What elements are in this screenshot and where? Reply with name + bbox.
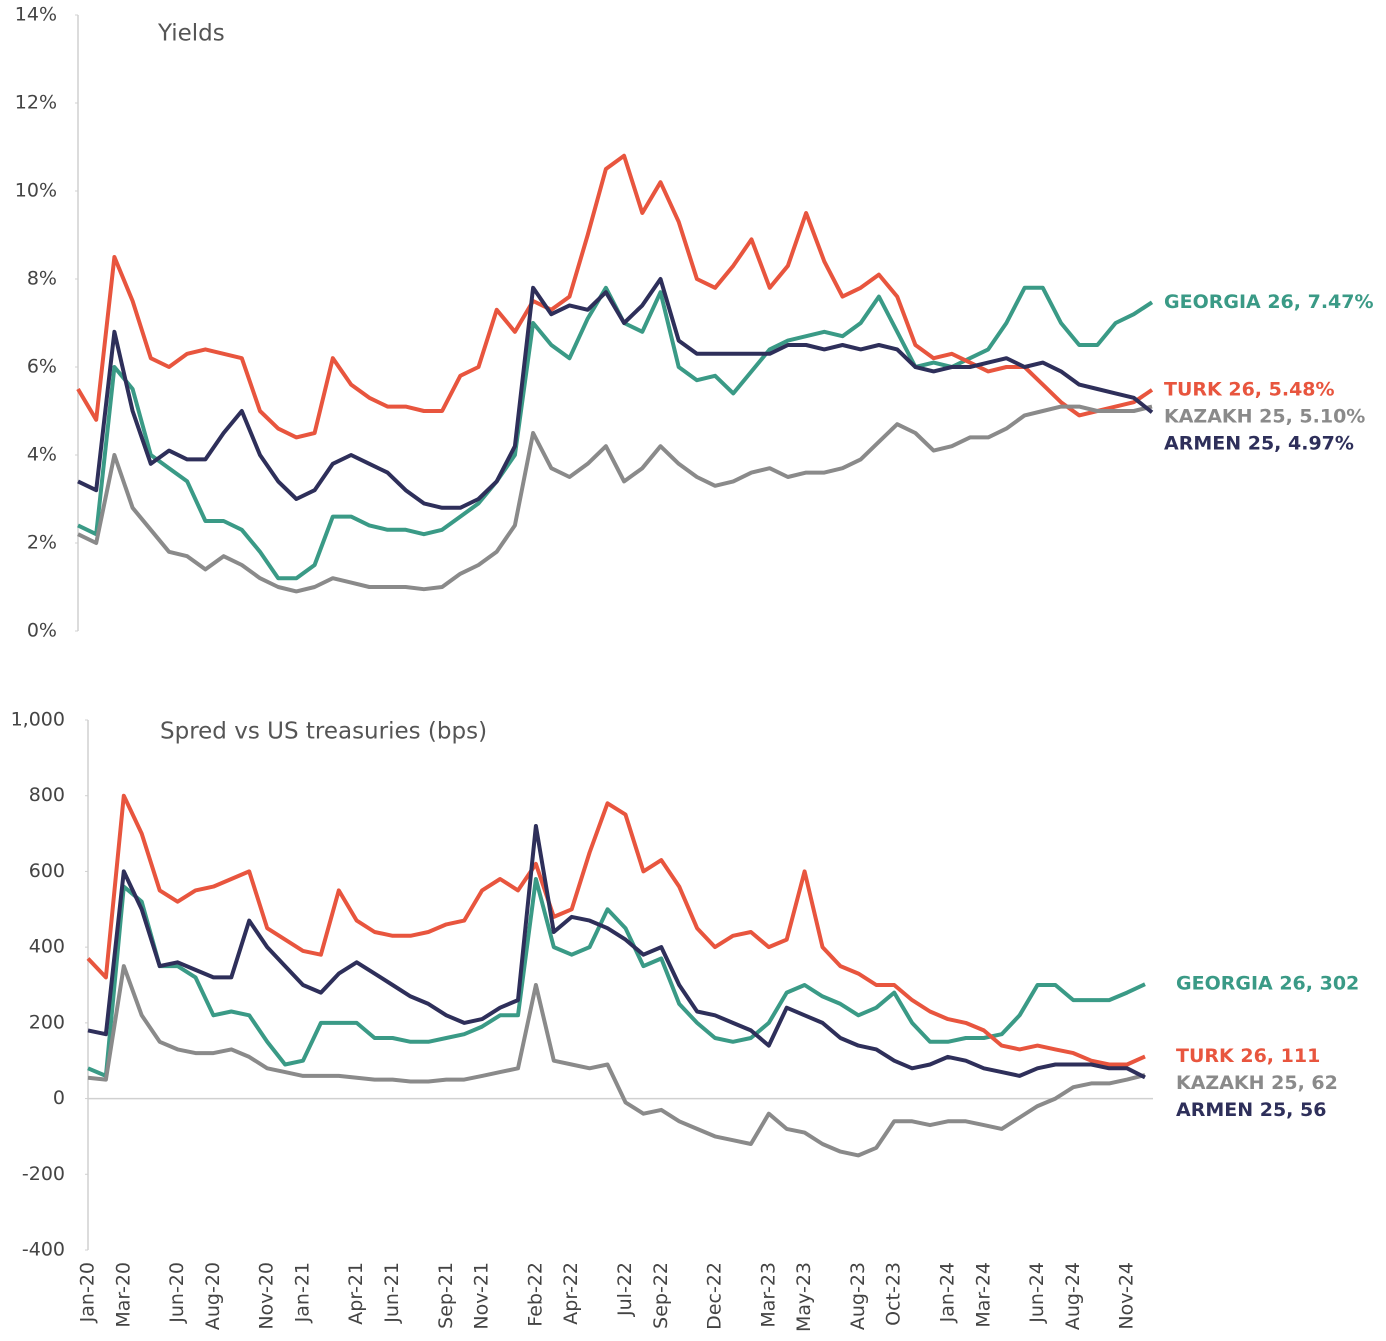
series-line: [87, 964, 1146, 1158]
y-tick-label: 2%: [27, 532, 57, 554]
x-tick-label: Aug-23: [847, 1262, 869, 1330]
series-line: [87, 824, 1146, 1080]
x-tick-label: Apr-22: [560, 1262, 582, 1325]
y-tick-label: 8%: [27, 268, 57, 290]
y-tick-label: -400: [22, 1239, 65, 1261]
x-tick-label: Mar-20: [112, 1262, 134, 1328]
x-tick-label: Jan-21: [291, 1262, 313, 1323]
chart-title: Spred vs US treasuries (bps): [160, 719, 487, 745]
y-tick-label: 12%: [15, 92, 57, 114]
legend-entry: GEORGIA 26, 7.47%: [1164, 291, 1374, 313]
legend-entry: TURK 26, 5.48%: [1164, 378, 1335, 400]
legend-entry: GEORGIA 26, 302: [1176, 973, 1359, 995]
x-tick-label: Aug-20: [202, 1262, 224, 1330]
legend-entry: ARMEN 25, 4.97%: [1164, 432, 1354, 454]
legend-entry: TURK 26, 111: [1176, 1045, 1320, 1067]
x-tick-label: Jun-21: [381, 1262, 403, 1324]
x-tick-label: Nov-20: [256, 1262, 278, 1330]
x-tick-label: Jan-24: [936, 1262, 958, 1323]
x-tick-label: Dec-22: [704, 1262, 726, 1330]
series-line: [77, 404, 1153, 594]
y-tick-label: 800: [29, 784, 65, 806]
y-tick-label: -200: [22, 1163, 65, 1185]
x-tick-label: Apr-21: [345, 1262, 367, 1325]
y-tick-label: 6%: [27, 356, 57, 378]
legend-entry: KAZAKH 25, 62: [1176, 1072, 1338, 1094]
x-tick-label: Aug-24: [1062, 1262, 1084, 1330]
x-tick-label: Feb-22: [524, 1262, 546, 1327]
x-tick-label: Sep-21: [435, 1262, 457, 1329]
x-tick-label: Mar-24: [972, 1262, 994, 1328]
y-tick-label: 10%: [15, 180, 57, 202]
y-tick-label: 200: [29, 1011, 65, 1033]
x-tick-label: Sep-22: [650, 1262, 672, 1329]
x-tick-label: Jul-22: [614, 1262, 636, 1317]
x-tick-label: Jun-24: [1026, 1262, 1048, 1324]
x-tick-label: Jun-20: [166, 1262, 188, 1324]
x-tick-label: Mar-23: [757, 1262, 779, 1328]
legend-entry: KAZAKH 25, 5.10%: [1164, 405, 1365, 427]
x-tick-label: May-23: [793, 1262, 815, 1332]
y-tick-label: 14%: [15, 4, 57, 26]
series-line: [76, 153, 1154, 440]
y-tick-label: 0: [53, 1087, 65, 1109]
y-tick-label: 0%: [27, 620, 57, 642]
x-tick-label: Oct-23: [883, 1262, 905, 1326]
y-tick-label: 1,000: [11, 709, 65, 731]
x-tick-label: Nov-24: [1116, 1262, 1138, 1330]
series-line: [77, 277, 1154, 510]
legend-entry: ARMEN 25, 56: [1176, 1099, 1326, 1121]
y-tick-label: 600: [29, 860, 65, 882]
x-tick-label: Nov-21: [471, 1262, 493, 1330]
y-tick-label: 4%: [27, 444, 57, 466]
x-tick-label: Jan-20: [77, 1262, 99, 1323]
series-line: [77, 285, 1154, 581]
series-line: [87, 877, 1146, 1078]
y-tick-label: 400: [29, 936, 65, 958]
chart-title: Yields: [157, 21, 225, 47]
series-line: [86, 793, 1146, 1067]
